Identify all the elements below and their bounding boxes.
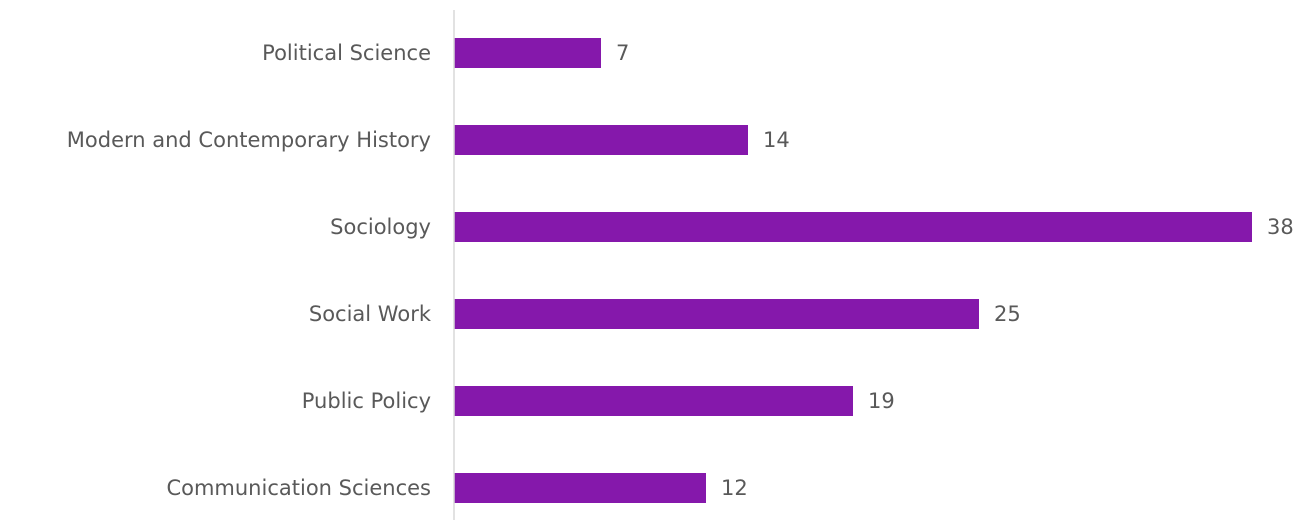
data-label: 19 xyxy=(868,389,895,413)
data-label: 7 xyxy=(616,41,629,65)
category-label: Communication Sciences xyxy=(166,476,431,500)
bar xyxy=(454,473,706,503)
category-label: Social Work xyxy=(309,302,432,326)
bar xyxy=(454,125,748,155)
bar xyxy=(454,299,979,329)
value-labels-group: 7 14 38 25 19 12 xyxy=(616,41,1294,500)
bar xyxy=(454,38,601,68)
data-label: 25 xyxy=(994,302,1021,326)
category-labels-group: Political Science Modern and Contemporary… xyxy=(67,41,432,500)
category-label: Political Science xyxy=(262,41,431,65)
category-label: Public Policy xyxy=(302,389,431,413)
data-label: 14 xyxy=(763,128,790,152)
bar xyxy=(454,212,1252,242)
category-label: Sociology xyxy=(330,215,431,239)
category-label: Modern and Contemporary History xyxy=(67,128,431,152)
bar xyxy=(454,386,853,416)
data-label: 12 xyxy=(721,476,748,500)
bars-group xyxy=(454,38,1252,503)
data-label: 38 xyxy=(1267,215,1294,239)
